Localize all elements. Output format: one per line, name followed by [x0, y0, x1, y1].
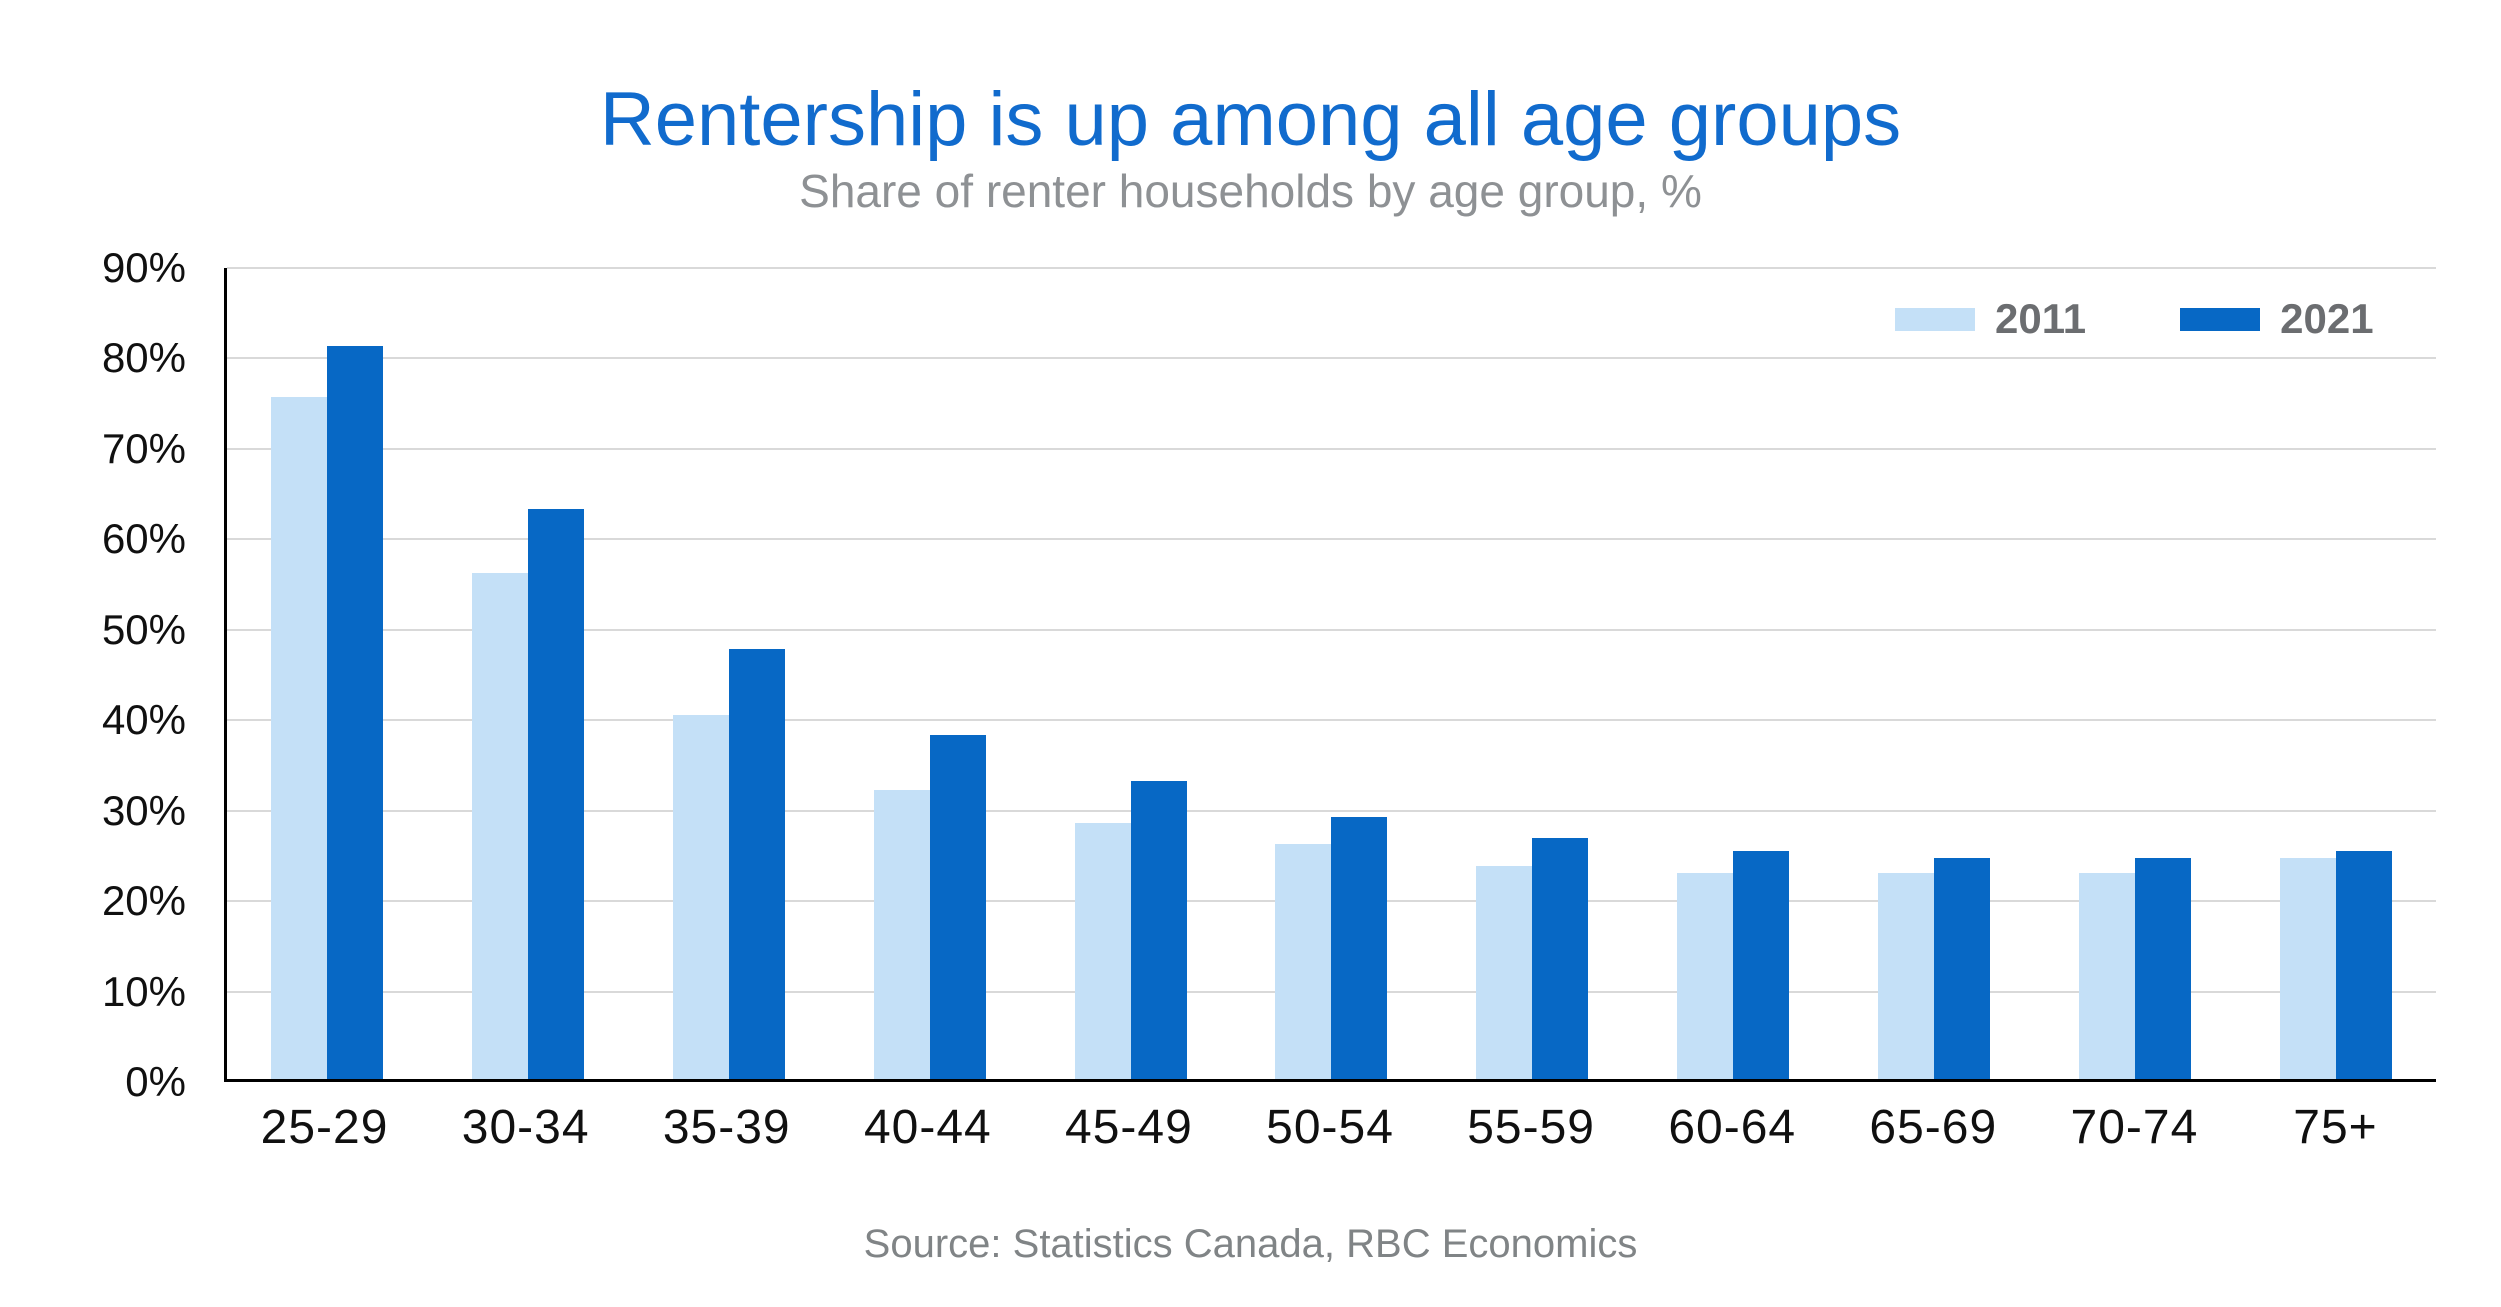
bar-2011-40-44 — [873, 789, 930, 1079]
bar-group-55-59 — [1432, 268, 1633, 1079]
bar-2011-65-69 — [1877, 872, 1934, 1079]
bar-2021-75+ — [2335, 851, 2392, 1079]
x-tick-label-55-59: 55-59 — [1467, 1101, 1595, 1154]
y-tick-label-50pct: 50% — [101, 605, 186, 653]
x-tick-label-50-54: 50-54 — [1266, 1101, 1394, 1154]
gridline-60 — [227, 538, 2436, 541]
gridline-40 — [227, 719, 2436, 722]
bar-2011-50-54 — [1275, 843, 1332, 1079]
bar-2021-25-29 — [327, 346, 384, 1079]
source-note: Source: Statistics Canada, RBC Economics — [863, 1222, 1638, 1266]
y-tick-label-10pct: 10% — [101, 967, 186, 1015]
y-tick-label-60pct: 60% — [101, 515, 186, 563]
bar-2011-30-34 — [472, 572, 529, 1079]
y-tick-label-90pct: 90% — [101, 244, 186, 291]
bar-2011-70-74 — [2078, 872, 2135, 1079]
x-axis-labels: 25-29 30-34 35-39 40-44 45-49 50-54 55-59 60-64… — [224, 1100, 2436, 1155]
bar-2011-25-29 — [271, 397, 328, 1079]
gridline-70 — [227, 447, 2436, 450]
x-tick-label-45-49: 45-49 — [1065, 1101, 1193, 1154]
bar-group-65-69 — [1834, 268, 2035, 1079]
bar-2011-35-39 — [673, 714, 730, 1079]
legend-item-2011: 2011 — [1895, 295, 2086, 343]
legend-label-2021: 2021 — [2280, 295, 2374, 342]
y-tick-label-70pct: 70% — [101, 424, 186, 472]
bar-series-container — [227, 268, 2436, 1079]
bar-group-45-49 — [1030, 268, 1231, 1079]
bar-2021-30-34 — [528, 509, 585, 1079]
bar-group-35-39 — [629, 268, 830, 1079]
gridline-50 — [227, 628, 2436, 631]
legend-label-2011: 2011 — [1995, 295, 2087, 342]
x-tick-label-25-29: 25-29 — [260, 1101, 389, 1154]
bar-group-40-44 — [829, 268, 1030, 1079]
x-tick-label-65-69: 65-69 — [1869, 1101, 1998, 1154]
plot-area — [224, 267, 2436, 1082]
gridline-80 — [227, 357, 2436, 360]
bar-2011-60-64 — [1677, 872, 1734, 1079]
bar-2011-55-59 — [1476, 866, 1533, 1079]
gridline-90 — [227, 267, 2436, 269]
bar-group-25-29 — [227, 268, 428, 1079]
bar-2011-45-49 — [1074, 823, 1131, 1079]
bar-2021-55-59 — [1532, 837, 1589, 1079]
legend: 2011 2021 — [1895, 295, 2374, 343]
bar-2021-40-44 — [929, 735, 986, 1079]
gridline-30 — [227, 809, 2436, 812]
x-tick-label-70-74: 70-74 — [2070, 1101, 2199, 1154]
legend-item-2021: 2021 — [2180, 295, 2374, 343]
y-tick-label-40pct: 40% — [101, 696, 186, 744]
bar-group-75+ — [2235, 268, 2436, 1079]
bar-2021-65-69 — [1933, 858, 1990, 1079]
bar-group-30-34 — [428, 268, 629, 1079]
x-tick-label-30-34: 30-34 — [461, 1101, 590, 1154]
bar-group-60-64 — [1633, 268, 1834, 1079]
y-tick-label-20pct: 20% — [101, 877, 186, 925]
bar-2011-75+ — [2279, 858, 2336, 1079]
bar-2021-45-49 — [1130, 780, 1187, 1079]
y-axis-labels: 0% 10% 20% 30% 40% 50% 60% 70% 80% 90% — [0, 247, 186, 1103]
bar-2021-35-39 — [729, 649, 786, 1079]
x-tick-label-75+: 75+ — [2293, 1101, 2378, 1154]
x-tick-label-40-44: 40-44 — [863, 1101, 992, 1154]
bar-2021-70-74 — [2134, 858, 2191, 1079]
x-tick-label-60-64: 60-64 — [1668, 1101, 1797, 1154]
y-tick-label-30pct: 30% — [101, 786, 186, 834]
bar-2021-60-64 — [1733, 851, 1790, 1079]
legend-swatch-2011 — [1895, 307, 1975, 331]
chart-title: Rentership is up among all age groups — [599, 77, 1902, 162]
y-tick-label-0pct: 0% — [125, 1058, 186, 1105]
y-tick-label-80pct: 80% — [101, 334, 186, 382]
x-tick-label-35-39: 35-39 — [662, 1101, 791, 1154]
chart-subtitle: Share of renter households by age group,… — [799, 165, 1702, 217]
bar-2021-50-54 — [1331, 816, 1388, 1079]
legend-swatch-2021 — [2180, 307, 2261, 331]
bar-group-70-74 — [2034, 268, 2235, 1079]
bar-group-50-54 — [1231, 268, 1432, 1079]
